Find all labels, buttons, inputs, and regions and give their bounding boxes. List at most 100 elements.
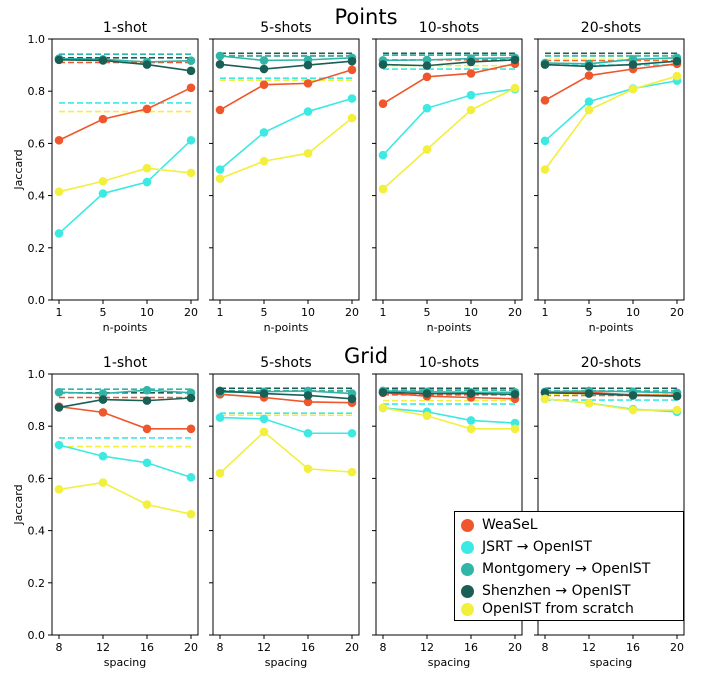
data-point <box>347 428 357 438</box>
y-tick-label: 0.6 <box>28 137 46 150</box>
legend-label: WeaSeL <box>482 517 538 533</box>
data-point <box>628 405 638 415</box>
series-line-2 <box>58 444 192 479</box>
series-line-2 <box>219 97 353 171</box>
subplot-title: 20-shots <box>581 20 641 36</box>
data-point <box>584 97 594 106</box>
data-point <box>98 478 108 487</box>
subplot-title: 10-shots <box>419 355 479 371</box>
series-line-2 <box>58 139 192 235</box>
x-axis-label: spacing <box>104 656 147 669</box>
data-point <box>54 55 64 65</box>
data-point <box>186 168 196 178</box>
x-tick-label: 5 <box>424 306 431 319</box>
x-tick-label: 12 <box>96 641 110 654</box>
series-line-2 <box>382 407 516 424</box>
data-point <box>98 389 108 398</box>
x-tick-label: 1 <box>542 306 549 319</box>
y-tick-label: 0.6 <box>28 472 46 485</box>
series-line-4 <box>58 397 192 409</box>
x-tick-label: 8 <box>217 641 224 654</box>
data-point <box>259 427 269 437</box>
x-tick-label: 20 <box>345 641 359 654</box>
x-tick-label: 20 <box>184 641 198 654</box>
legend-marker-jsrt <box>461 540 474 554</box>
subplot-title: 5-shots <box>260 20 311 36</box>
data-point <box>186 135 196 145</box>
y-tick-label: 0.8 <box>28 420 46 433</box>
data-point <box>672 405 682 415</box>
data-point <box>347 113 357 123</box>
series-line-2 <box>219 416 352 435</box>
x-axis-label: n-points <box>264 321 309 334</box>
series-line-5 <box>219 430 353 474</box>
data-point <box>422 411 432 421</box>
series-line-3 <box>544 390 678 394</box>
data-point <box>303 149 313 158</box>
data-point <box>98 176 108 186</box>
x-tick-label: 16 <box>626 641 640 654</box>
legend-item-openist: OpenIST from scratch <box>461 598 634 620</box>
y-tick-label: 0.2 <box>28 242 46 255</box>
data-point <box>215 174 225 183</box>
data-point <box>378 99 388 109</box>
series-line-5 <box>544 397 677 411</box>
legend-item-shenzhen: Shenzhen → OpenIST <box>461 580 631 602</box>
x-tick-label: 12 <box>582 641 596 654</box>
series-line-1 <box>382 63 516 105</box>
data-point <box>347 467 357 477</box>
data-point <box>378 403 388 413</box>
data-point <box>584 105 594 115</box>
data-point <box>540 60 550 69</box>
data-point <box>378 387 388 397</box>
section-title: Points <box>334 5 397 29</box>
data-point <box>303 79 313 88</box>
data-point <box>303 60 313 70</box>
series-line-1 <box>58 405 191 430</box>
x-tick-label: 20 <box>508 306 522 319</box>
data-point <box>347 65 357 75</box>
y-tick-label: 0.4 <box>28 525 46 538</box>
series-line-3 <box>544 56 678 65</box>
series-line-5 <box>58 167 192 193</box>
x-tick-label: 20 <box>508 641 522 654</box>
y-tick-label: 0.0 <box>28 294 46 307</box>
plot-frame <box>537 373 685 636</box>
data-point <box>98 56 108 65</box>
data-point <box>54 135 64 145</box>
series-line-4 <box>382 391 516 396</box>
x-tick-label: 8 <box>56 641 63 654</box>
data-point <box>347 56 357 66</box>
data-point <box>98 189 108 198</box>
x-tick-label: 16 <box>140 641 154 654</box>
series-line-4 <box>544 60 678 68</box>
x-tick-label: 16 <box>464 641 478 654</box>
x-tick-label: 10 <box>301 306 315 319</box>
data-point <box>422 103 432 113</box>
data-point <box>142 60 152 69</box>
x-tick-label: 8 <box>542 641 549 654</box>
subplot-title: 10-shots <box>419 20 479 36</box>
data-point <box>186 424 196 434</box>
subplot-title: 5-shots <box>260 355 311 371</box>
series-line-4 <box>58 59 192 72</box>
series-line-1 <box>382 391 516 400</box>
y-tick-label: 1.0 <box>28 33 46 46</box>
data-point <box>303 391 313 400</box>
data-point <box>540 394 550 404</box>
data-point <box>259 156 269 166</box>
plot-frame <box>537 38 685 301</box>
x-axis-label: n-points <box>103 321 148 334</box>
x-tick-label: 1 <box>380 306 387 319</box>
series-line-4 <box>219 60 353 70</box>
data-point <box>510 55 520 65</box>
legend: WeaSeL JSRT → OpenIST Montgomery → OpenI… <box>454 511 684 621</box>
legend-marker-montgomery <box>461 562 474 576</box>
data-point <box>259 128 269 137</box>
data-point <box>186 393 196 403</box>
data-point <box>510 83 520 93</box>
data-point <box>303 397 313 407</box>
series-line-5 <box>544 75 678 170</box>
data-point <box>142 458 152 468</box>
